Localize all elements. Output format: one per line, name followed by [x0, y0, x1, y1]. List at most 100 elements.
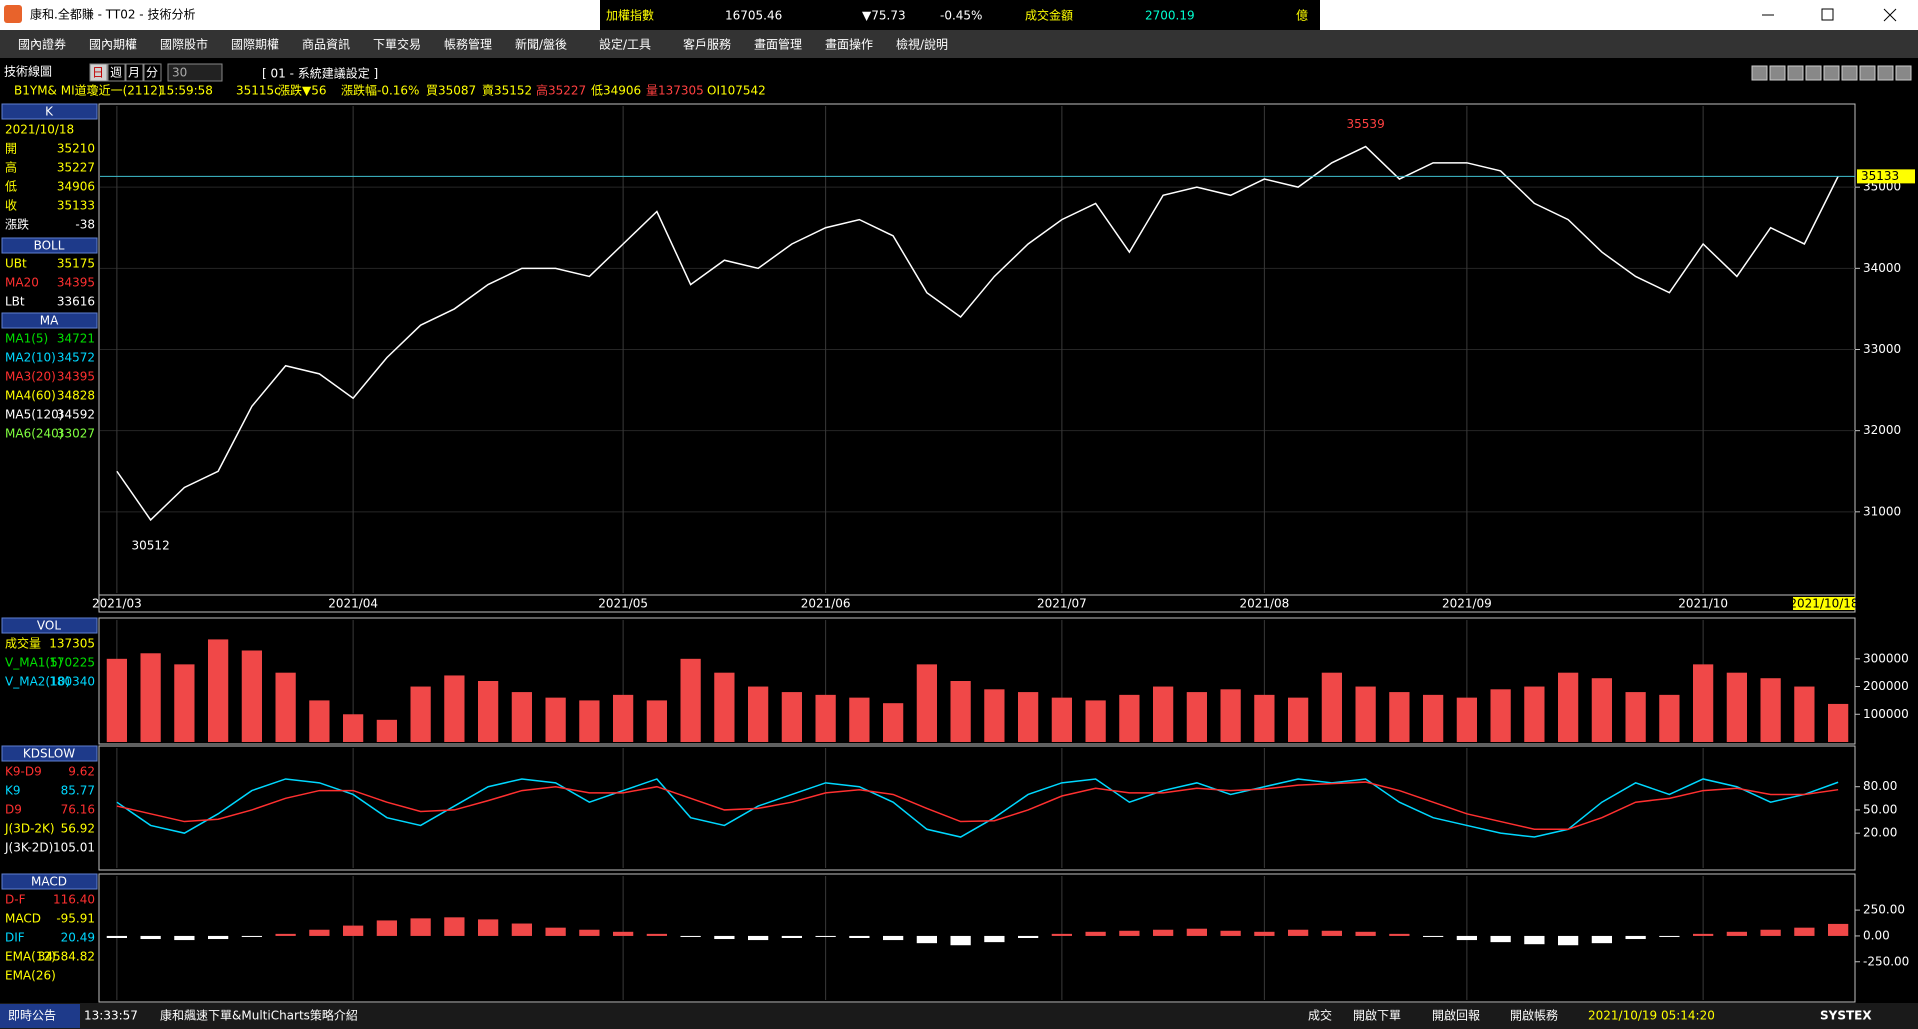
- bar: [1085, 700, 1106, 742]
- section-header: [1, 103, 98, 120]
- bar: [410, 686, 431, 742]
- bar: [1760, 929, 1781, 936]
- bar: [1186, 692, 1207, 742]
- bar: [1355, 931, 1376, 936]
- x-tick-label: 2021/06: [801, 597, 851, 611]
- menu-item[interactable]: 國內證券: [18, 37, 66, 52]
- row-label: EMA(26): [5, 969, 56, 983]
- row-label: MA2(10): [5, 351, 56, 365]
- bar: [646, 700, 667, 742]
- symbol: B1YM& MI道瓊近一(2112): [14, 83, 163, 98]
- period-label[interactable]: 分: [146, 66, 158, 80]
- bar: [1119, 694, 1140, 742]
- row-value: 9.62: [68, 765, 95, 779]
- interval-select[interactable]: [167, 63, 223, 82]
- period-button[interactable]: [107, 63, 126, 82]
- bar: [106, 658, 127, 742]
- menu-item[interactable]: 新聞/盤後: [515, 37, 567, 52]
- status-button[interactable]: 開啟下單: [1353, 1008, 1401, 1023]
- ticker-index: 16705.46: [725, 9, 782, 23]
- bar: [478, 919, 499, 936]
- period-label[interactable]: 月: [128, 66, 140, 80]
- status-datetime: 2021/10/19 05:14:20: [1588, 1009, 1715, 1023]
- bar: [376, 719, 397, 742]
- row-label: D-F: [5, 893, 26, 907]
- period-label[interactable]: 日: [92, 66, 104, 80]
- menu-item[interactable]: 商品資訊: [302, 37, 350, 52]
- row-value: 34584.82: [38, 950, 95, 964]
- bar: [1153, 686, 1174, 742]
- tool-button[interactable]: [1805, 65, 1822, 81]
- bar: [916, 935, 937, 944]
- row-label: K9-D9: [5, 765, 42, 779]
- menu-item[interactable]: 畫面管理: [754, 37, 802, 52]
- menu-item[interactable]: 國內期權: [89, 38, 137, 52]
- quote-field: 低34906: [591, 84, 641, 98]
- menu-item[interactable]: 國際期權: [231, 38, 279, 52]
- bar: [1220, 689, 1241, 742]
- period-button[interactable]: [89, 63, 108, 82]
- row-value: 170225: [49, 656, 95, 670]
- row-value: 116.40: [53, 893, 95, 907]
- row-label: LBt: [5, 295, 25, 309]
- menu-item[interactable]: 下單交易: [373, 37, 421, 52]
- close-button[interactable]: [1883, 8, 1897, 22]
- row-label: 收: [5, 199, 17, 213]
- status-button[interactable]: 開啟帳務: [1510, 1008, 1558, 1023]
- ticker-pct: -0.45%: [940, 9, 982, 23]
- tool-button[interactable]: [1877, 65, 1894, 81]
- row-label: 漲跌: [5, 217, 29, 232]
- status-button[interactable]: 開啟回報: [1432, 1008, 1480, 1023]
- restore-button[interactable]: [1821, 8, 1834, 21]
- y-tick-label: 20.00: [1863, 826, 1897, 840]
- period-button[interactable]: [125, 63, 144, 82]
- status-button[interactable]: 成交: [1308, 1008, 1332, 1023]
- period-label[interactable]: 週: [110, 66, 122, 80]
- bar: [1490, 935, 1511, 943]
- bar: [748, 686, 769, 742]
- row-value: 34721: [57, 332, 95, 346]
- interval-value[interactable]: 30: [172, 66, 187, 80]
- menu-item[interactable]: 國際股市: [160, 37, 208, 52]
- period-button[interactable]: [143, 63, 162, 82]
- quote-field: 賣35152: [482, 83, 532, 98]
- menu-item[interactable]: 檢視/說明: [896, 37, 948, 52]
- menu-item[interactable]: 設定/工具: [599, 37, 651, 52]
- bar: [1423, 694, 1444, 742]
- bar: [1693, 664, 1714, 742]
- bar: [208, 639, 229, 742]
- bar: [984, 935, 1005, 943]
- x-tick-label: 2021/09: [1442, 597, 1492, 611]
- bar: [613, 694, 634, 742]
- section-title: MACD: [31, 875, 67, 889]
- bar: [1760, 678, 1781, 742]
- bar: [140, 653, 161, 742]
- menu-item[interactable]: 畫面操作: [825, 37, 873, 52]
- row-label: MA5(120): [5, 408, 63, 422]
- tool-button[interactable]: [1895, 65, 1912, 81]
- tool-button[interactable]: [1769, 65, 1786, 81]
- notice-message: 康和飆速下單&MultiCharts策略介紹: [160, 1008, 358, 1023]
- info-bar: [0, 58, 1918, 102]
- bar: [275, 933, 296, 936]
- bar: [714, 935, 735, 940]
- menu-item[interactable]: 客戶服務: [683, 37, 731, 52]
- menu-item[interactable]: 帳務管理: [444, 37, 492, 52]
- bar: [1828, 923, 1849, 936]
- row-label: UBt: [5, 257, 27, 271]
- tool-button[interactable]: [1841, 65, 1858, 81]
- row-value: 34906: [57, 180, 95, 194]
- tool-button[interactable]: [1787, 65, 1804, 81]
- tool-button[interactable]: [1823, 65, 1840, 81]
- tool-button[interactable]: [1859, 65, 1876, 81]
- notice-time: 13:33:57: [84, 1009, 138, 1023]
- bar: [815, 694, 836, 742]
- section-header: [1, 617, 98, 634]
- bar: [1119, 930, 1140, 936]
- y-tick-label: 32000: [1863, 423, 1901, 437]
- tool-button[interactable]: [1751, 65, 1768, 81]
- bar: [1490, 689, 1511, 742]
- app-icon: [4, 5, 22, 23]
- bar: [1828, 703, 1849, 742]
- last-price-box: [1857, 169, 1915, 184]
